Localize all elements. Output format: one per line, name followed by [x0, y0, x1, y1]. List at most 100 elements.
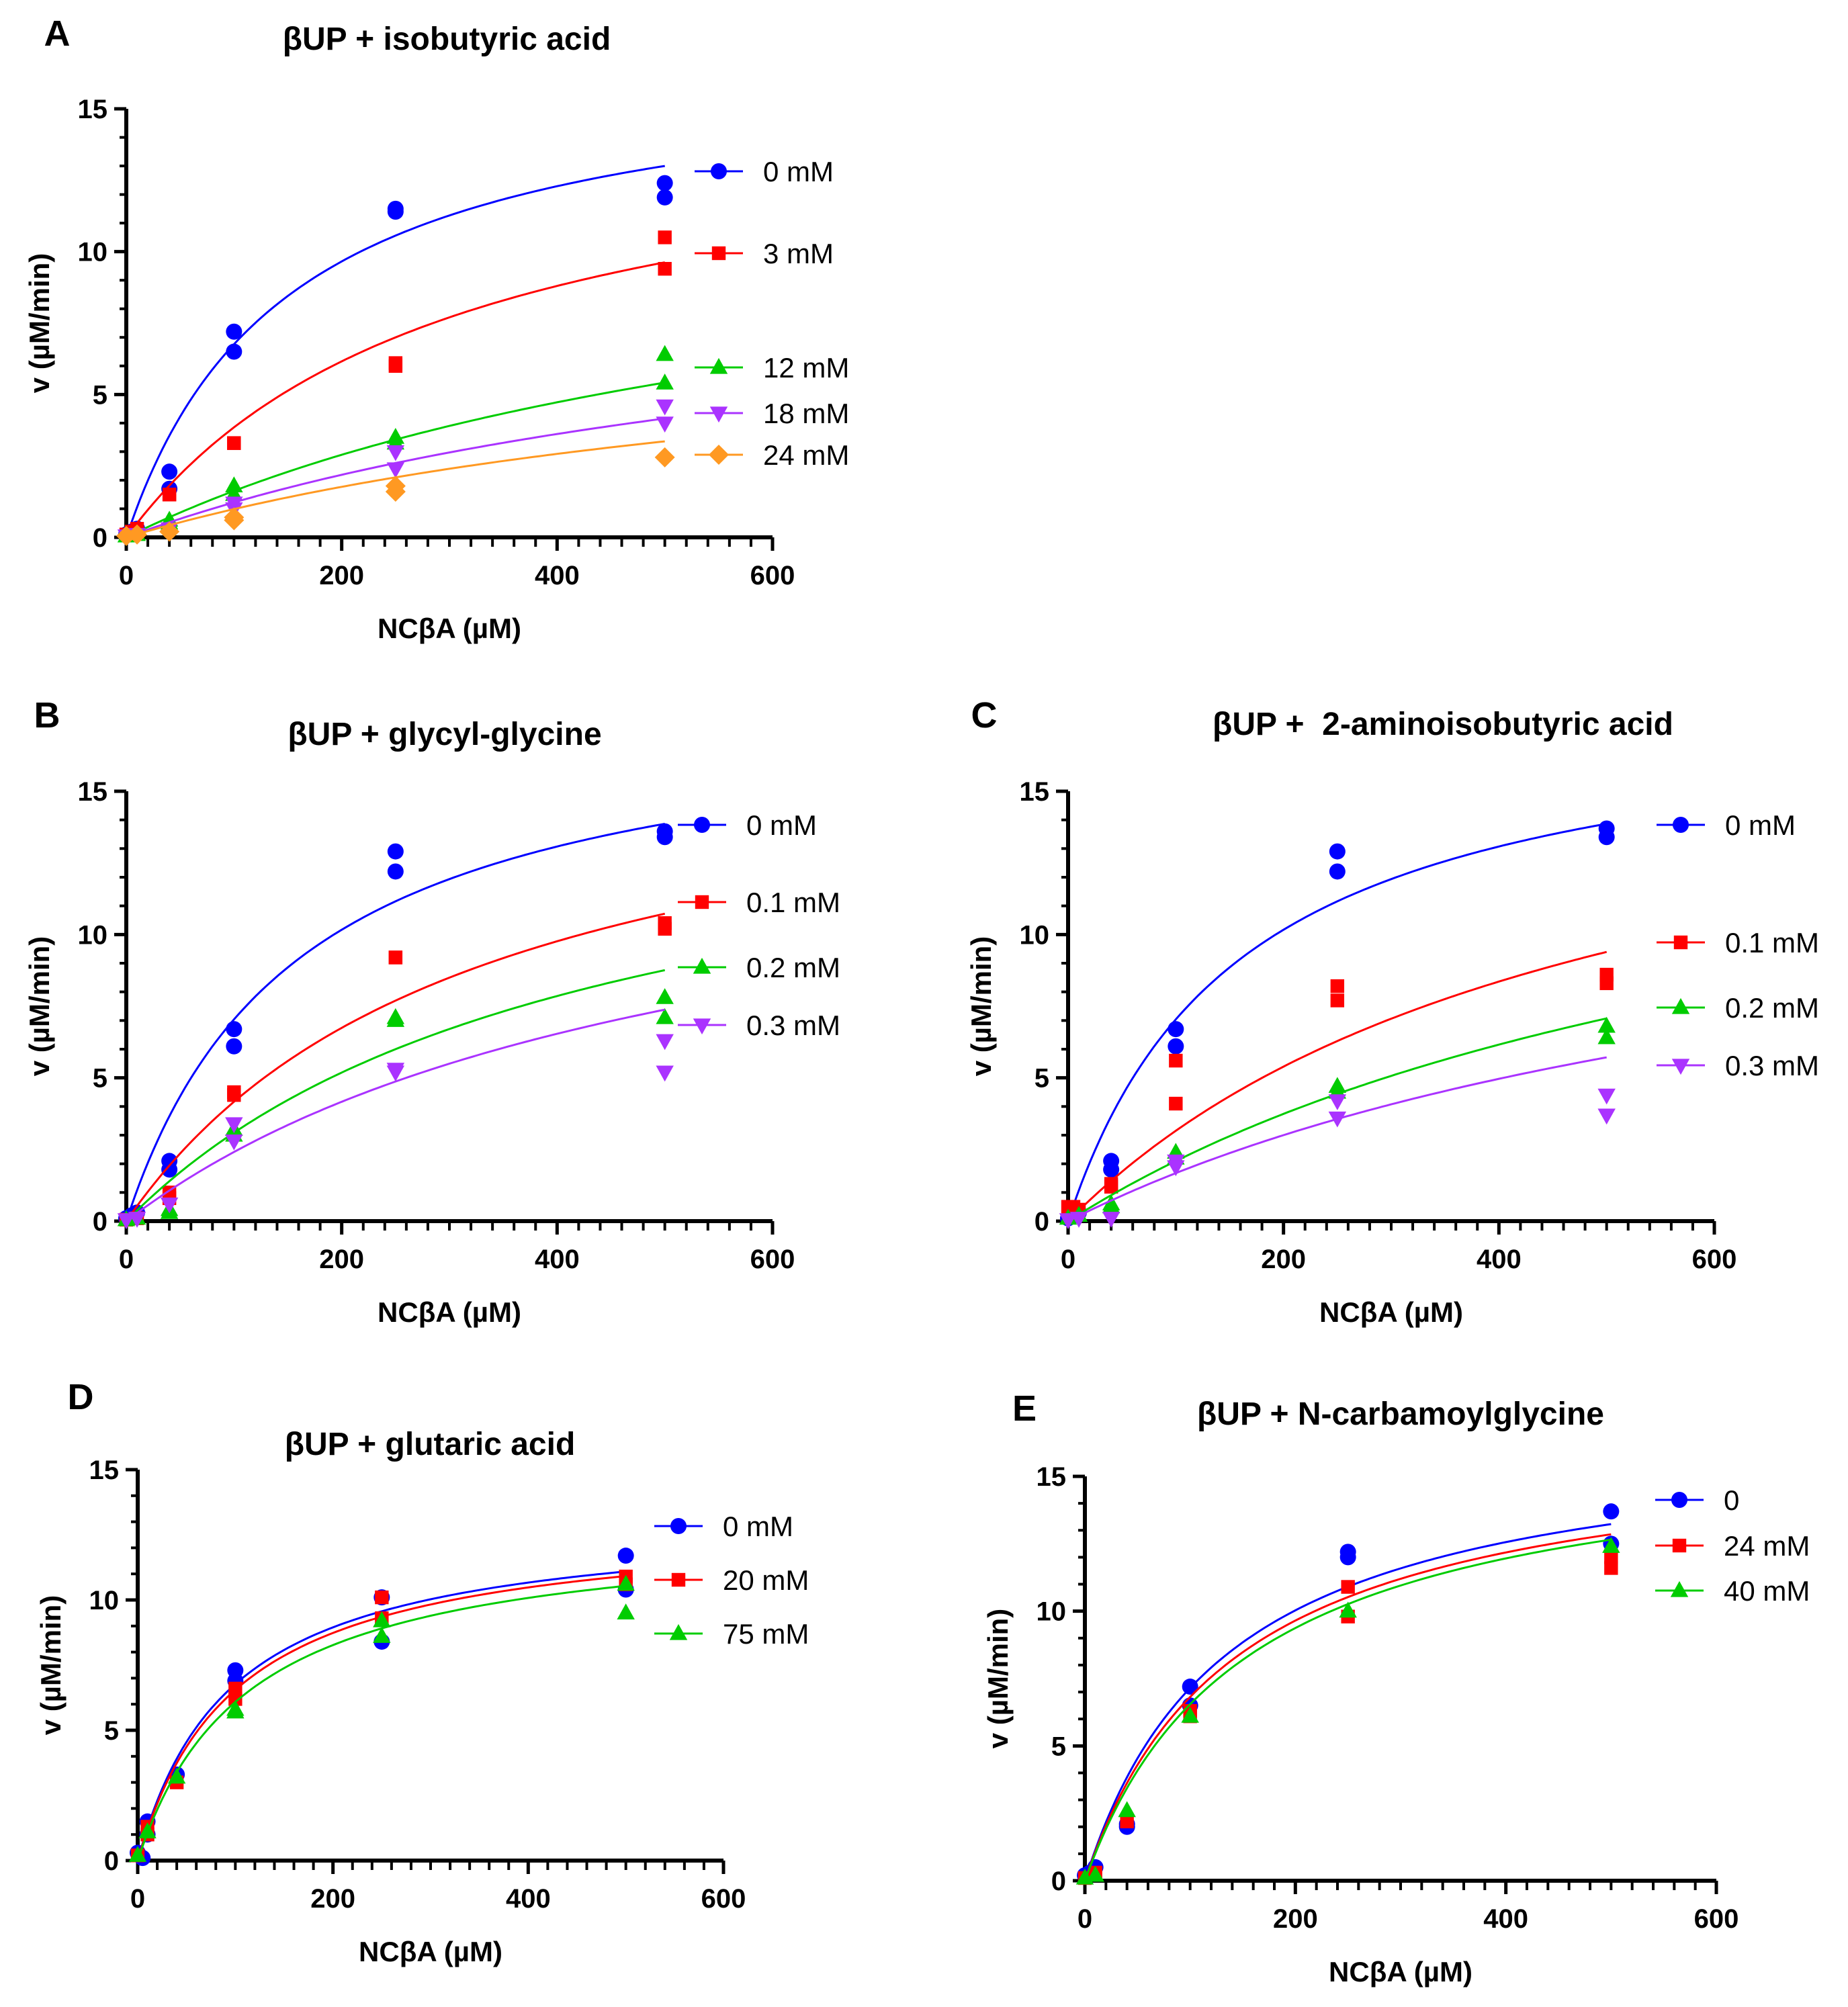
x-axis-label: NCβA (µM): [359, 1936, 502, 1967]
fit-curve: [125, 912, 666, 1222]
data-point: [1069, 1212, 1088, 1228]
data-point: [656, 829, 673, 846]
data-point: [387, 204, 404, 220]
legend-marker: [670, 1518, 687, 1534]
y-axis-label: v (µM/min): [35, 1595, 67, 1736]
legend-label: 0.3 mM: [746, 1010, 840, 1041]
data-point: [128, 1846, 147, 1862]
data-point: [128, 1212, 146, 1228]
data-point: [1330, 993, 1345, 1008]
y-axis-label: v (µM/min): [982, 1609, 1014, 1749]
data-point: [656, 189, 673, 206]
legend-marker: [669, 1623, 688, 1640]
data-point: [656, 416, 674, 433]
legend-marker: [695, 895, 709, 909]
data-point: [656, 1034, 674, 1051]
data-point: [167, 1767, 186, 1784]
legend-item: 0.1 mM: [678, 887, 840, 918]
x-tick-label: 600: [701, 1884, 746, 1914]
data-point: [1604, 1550, 1618, 1564]
legend-item: 0 mM: [678, 809, 817, 841]
x-tick-label: 400: [506, 1884, 551, 1914]
data-point: [1104, 1179, 1118, 1194]
legend-item: 0.2 mM: [1657, 992, 1819, 1024]
x-tick-label: 0: [1061, 1245, 1075, 1274]
x-tick-label: 0: [119, 1245, 134, 1274]
legend-item: 18 mM: [695, 398, 849, 429]
fit-curve: [1084, 1523, 1612, 1881]
legend-label: 0.1 mM: [1725, 927, 1819, 958]
data-point: [226, 1702, 245, 1719]
data-point: [656, 1065, 674, 1082]
x-tick-label: 600: [1692, 1245, 1737, 1274]
data-point: [138, 1822, 157, 1838]
chart-title: βUP + 2-aminoisobutyric acid: [1213, 707, 1673, 742]
data-point: [1339, 1601, 1357, 1618]
legend-marker: [709, 406, 728, 423]
data-point: [227, 436, 241, 450]
data-point: [159, 521, 180, 542]
legend-marker: [1672, 1538, 1687, 1553]
data-point: [1329, 863, 1346, 880]
x-tick-label: 0: [1077, 1904, 1092, 1934]
x-tick-label: 200: [319, 1245, 364, 1274]
legend-item: 3 mM: [695, 238, 834, 269]
y-tick-label: 15: [89, 1456, 120, 1485]
y-tick-label: 0: [93, 523, 107, 553]
y-tick-label: 10: [1020, 920, 1050, 950]
legend-label: 0 mM: [1725, 809, 1796, 841]
legend-marker: [1673, 817, 1689, 833]
series-0: [1077, 1503, 1620, 1883]
data-point: [658, 922, 672, 936]
legend-marker: [1671, 1492, 1687, 1508]
data-point: [617, 1603, 635, 1619]
y-tick-label: 0: [93, 1207, 107, 1237]
y-tick-label: 5: [1051, 1732, 1066, 1761]
y-tick-label: 10: [78, 920, 108, 950]
series-0: [1060, 820, 1615, 1226]
legend-item: 0.3 mM: [1657, 1050, 1819, 1081]
legend-label: 0.2 mM: [1725, 992, 1819, 1024]
data-point: [1181, 1707, 1199, 1723]
data-point: [386, 1065, 405, 1082]
x-tick-label: 200: [1261, 1245, 1306, 1274]
panel-letter: A: [44, 13, 71, 54]
fit-curve: [1084, 1533, 1612, 1881]
data-point: [1602, 1537, 1620, 1553]
data-point: [1102, 1212, 1120, 1228]
legend-item: 0.2 mM: [678, 952, 840, 983]
legend-label: 18 mM: [763, 398, 849, 429]
data-point: [1102, 1197, 1120, 1214]
data-point: [127, 524, 148, 545]
data-point: [656, 988, 674, 1004]
data-point: [1329, 843, 1346, 860]
legend-item: 75 mM: [654, 1618, 809, 1650]
data-point: [656, 175, 673, 191]
panel-letter: B: [34, 695, 60, 735]
y-tick-label: 0: [1035, 1207, 1049, 1237]
fit-curve: [125, 969, 666, 1222]
x-tick-label: 0: [130, 1884, 145, 1914]
legend-item: 0.3 mM: [678, 1010, 840, 1041]
data-point: [1603, 1503, 1620, 1520]
legend-marker: [709, 445, 729, 465]
legend-item: 24 mM: [695, 439, 849, 471]
x-tick-label: 200: [1273, 1904, 1318, 1934]
data-point: [226, 1021, 243, 1038]
legend-item: 40 mM: [1655, 1575, 1810, 1607]
series-2: [117, 969, 674, 1226]
x-tick-label: 400: [535, 561, 580, 590]
data-point: [658, 261, 672, 276]
data-point: [617, 1574, 635, 1591]
data-point: [1599, 976, 1614, 991]
y-tick-label: 15: [1020, 777, 1050, 807]
data-point: [1604, 1561, 1618, 1575]
data-point: [228, 1681, 243, 1696]
legend-marker: [1671, 997, 1690, 1014]
legend-marker: [694, 817, 710, 833]
data-point: [656, 373, 674, 390]
y-tick-label: 5: [93, 380, 107, 410]
legend-label: 0 mM: [763, 156, 834, 187]
